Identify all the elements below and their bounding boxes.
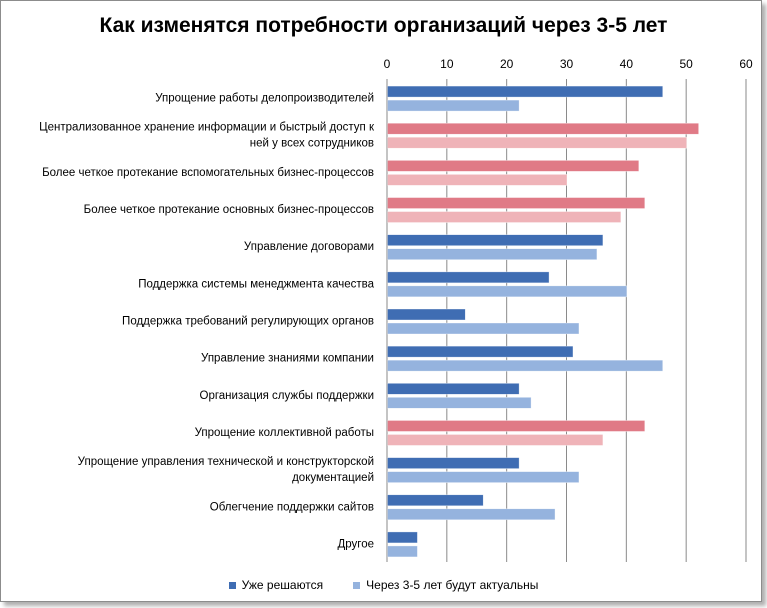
bar-series-1 — [387, 271, 550, 283]
bar-series-1 — [387, 457, 520, 469]
category-label: Поддержка требований регулирующих органо… — [122, 316, 374, 328]
chart-legend: Уже решаются Через 3-5 лет будут актуаль… — [0, 578, 767, 592]
bar-edge — [387, 136, 687, 149]
bar-edge — [387, 322, 580, 335]
bar-series-2 — [387, 360, 663, 372]
bar-series-2 — [387, 285, 627, 297]
category-label: Управление знаниями компании — [201, 353, 374, 365]
bar-edge — [387, 508, 556, 521]
legend-item-series-1: Уже решаются — [228, 578, 324, 592]
bar-edge — [387, 531, 418, 544]
bar-edge — [387, 285, 628, 298]
category-label: Организация службы поддержки — [200, 390, 375, 402]
bar-series-2 — [387, 174, 567, 186]
x-tick-label: 50 — [679, 57, 693, 71]
bar-edge — [387, 545, 418, 558]
bar-series-1 — [387, 197, 645, 209]
bar-edge — [387, 99, 520, 112]
bar-edge — [387, 359, 664, 372]
legend-swatch-series-2 — [353, 581, 361, 589]
category-label: ней у всех сотрудников — [250, 138, 374, 150]
category-label: Управление договорами — [244, 241, 374, 253]
bar-edge — [387, 457, 520, 469]
category-label: Более четкое протекание основных бизнес-… — [84, 204, 374, 216]
bar-edge — [387, 345, 574, 358]
chart-title: Как изменятся потребности организаций че… — [99, 14, 668, 37]
legend-label-series-1: Уже решаются — [241, 578, 324, 592]
legend-item-series-2: Через 3-5 лет будут актуальны — [353, 578, 538, 592]
bar-series-2 — [387, 137, 687, 149]
bar-edge — [387, 420, 646, 432]
bar-series-1 — [387, 123, 699, 135]
bar-edge — [387, 174, 568, 186]
bar-edge — [387, 383, 520, 395]
category-label: Другое — [337, 538, 374, 550]
x-tick-label: 40 — [620, 57, 634, 71]
legend-label-series-2: Через 3-5 лет будут актуальны — [366, 578, 539, 592]
bar-series-2 — [387, 100, 520, 112]
x-tick-label: 20 — [500, 57, 514, 71]
bar-series-1 — [387, 420, 645, 432]
bar-series-1 — [387, 86, 663, 98]
bar-series-1 — [387, 160, 639, 172]
bar-series-1 — [387, 494, 484, 506]
bar-series-2 — [387, 211, 621, 223]
bar-series-1 — [387, 309, 466, 320]
x-tick-label: 60 — [739, 57, 753, 71]
category-label: документацией — [292, 472, 374, 484]
bar-series-1 — [387, 346, 573, 358]
bar-edge — [387, 248, 598, 260]
legend-swatch-series-1 — [228, 581, 236, 589]
bar-series-2 — [387, 248, 597, 260]
bar-edge — [387, 85, 664, 98]
bar-edge — [387, 308, 466, 321]
bar-edge — [387, 211, 622, 223]
x-tick-label: 10 — [440, 57, 454, 71]
bar-edge — [387, 397, 532, 409]
bar-series-1 — [387, 234, 603, 246]
bar-edge — [387, 271, 550, 284]
bar-series-2 — [387, 323, 579, 334]
bar-edge — [387, 234, 604, 246]
category-label: Поддержка системы менеджмента качества — [138, 278, 374, 290]
bar-edge — [387, 494, 484, 507]
bar-series-1 — [387, 383, 520, 395]
bar-series-2 — [387, 508, 556, 520]
bar-edge — [387, 160, 640, 172]
category-label: Более четкое протекание вспомогательных … — [42, 167, 374, 179]
bar-edge — [387, 122, 699, 135]
category-label: Упрощение управления технической и конст… — [78, 456, 374, 468]
bar-series-2 — [387, 545, 418, 557]
category-label: Упрощение коллективной работы — [195, 427, 374, 439]
bar-edge — [387, 197, 646, 209]
bar-series-1 — [387, 531, 418, 543]
x-tick-label: 0 — [384, 57, 391, 71]
bar-edge — [387, 471, 580, 483]
bar-series-2 — [387, 397, 532, 409]
category-label: Централизованное хранение информации и б… — [39, 122, 375, 134]
bar-series-2 — [387, 471, 579, 483]
bar-series-2 — [387, 434, 603, 446]
bar-edge — [387, 434, 604, 446]
category-label: Упрощение работы делопроизводителей — [155, 93, 374, 105]
x-tick-label: 30 — [560, 57, 574, 71]
category-label: Облегчение поддержки сайтов — [210, 501, 374, 513]
